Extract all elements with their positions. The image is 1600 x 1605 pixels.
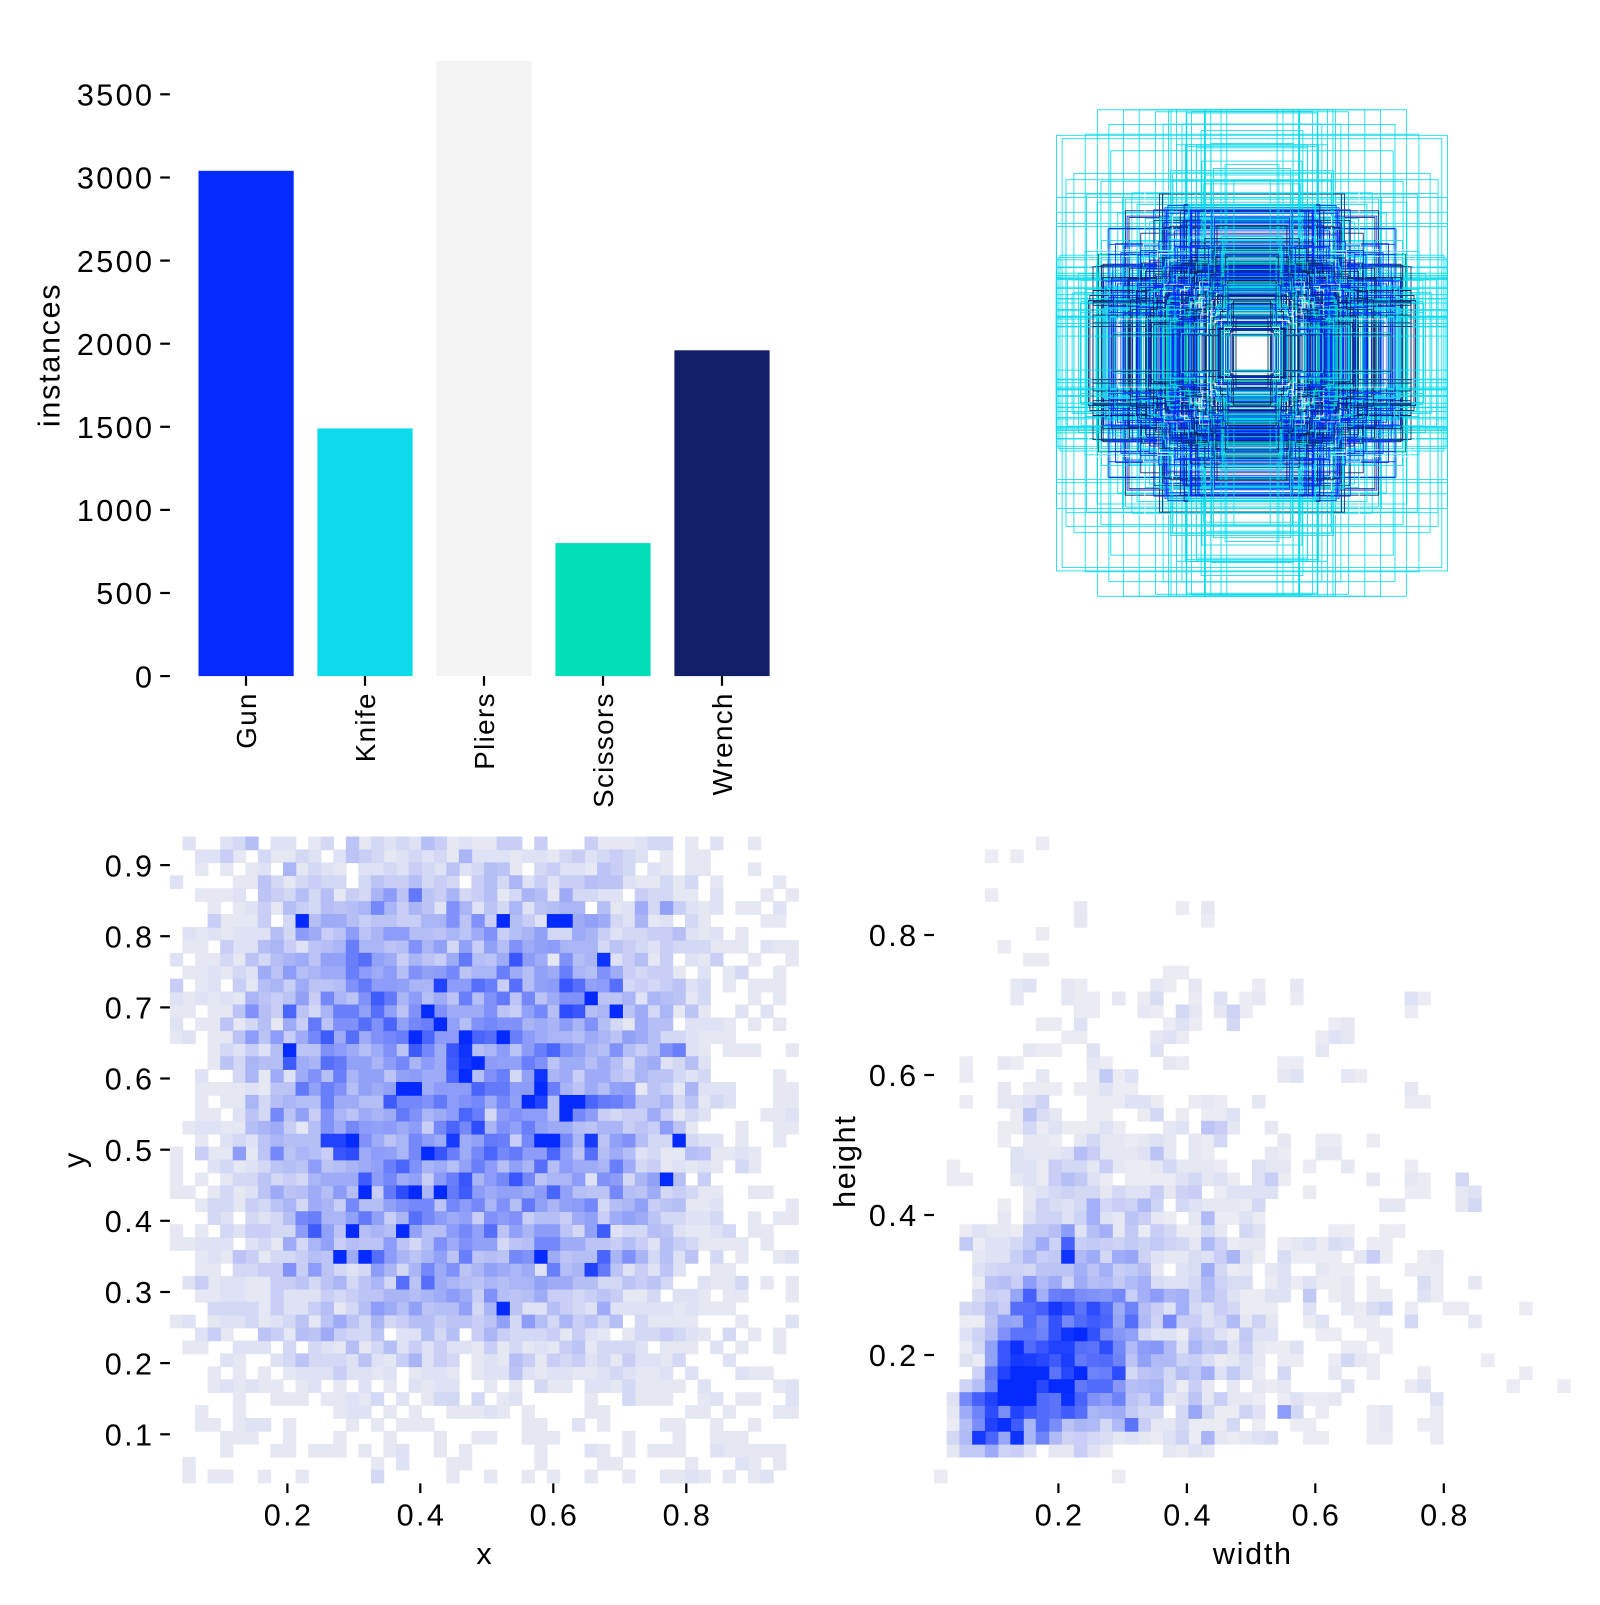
svg-text:0.5: 0.5 (105, 1134, 155, 1168)
svg-text:Knife: Knife (350, 692, 381, 762)
svg-text:0.6: 0.6 (105, 1063, 155, 1097)
svg-text:0.2: 0.2 (869, 1339, 919, 1373)
svg-text:y: y (58, 1152, 92, 1168)
svg-text:Gun: Gun (231, 692, 262, 749)
svg-text:1000: 1000 (77, 494, 155, 528)
svg-text:height: height (828, 1114, 862, 1207)
svg-text:0.4: 0.4 (1163, 1499, 1213, 1533)
svg-text:0.3: 0.3 (105, 1276, 155, 1310)
svg-text:0.2: 0.2 (1035, 1499, 1085, 1533)
svg-text:0.9: 0.9 (105, 849, 155, 883)
svg-text:Scissors: Scissors (588, 692, 619, 808)
svg-text:0.8: 0.8 (1420, 1499, 1470, 1533)
svg-text:3000: 3000 (77, 162, 155, 196)
svg-text:0.2: 0.2 (264, 1499, 314, 1533)
svg-text:0.4: 0.4 (397, 1499, 447, 1533)
svg-text:width: width (1212, 1537, 1293, 1571)
svg-text:0.6: 0.6 (530, 1499, 580, 1533)
svg-text:0.6: 0.6 (1292, 1499, 1342, 1533)
svg-text:1500: 1500 (77, 411, 155, 445)
svg-text:0.8: 0.8 (869, 919, 919, 953)
svg-text:instances: instances (33, 283, 67, 427)
svg-text:2500: 2500 (77, 245, 155, 279)
svg-text:0.8: 0.8 (663, 1499, 713, 1533)
svg-text:3500: 3500 (77, 79, 155, 113)
svg-text:0.7: 0.7 (105, 992, 155, 1026)
svg-text:0: 0 (135, 660, 154, 694)
svg-text:0.2: 0.2 (105, 1347, 155, 1381)
svg-text:Pliers: Pliers (469, 692, 500, 770)
svg-text:Wrench: Wrench (707, 692, 738, 795)
svg-text:x: x (476, 1537, 491, 1571)
svg-text:500: 500 (96, 577, 154, 611)
svg-text:0.1: 0.1 (105, 1419, 155, 1453)
svg-text:0.8: 0.8 (105, 920, 155, 954)
svg-text:2000: 2000 (77, 328, 155, 362)
svg-text:0.4: 0.4 (105, 1205, 155, 1239)
svg-text:0.6: 0.6 (869, 1059, 919, 1093)
svg-text:0.4: 0.4 (869, 1199, 919, 1233)
